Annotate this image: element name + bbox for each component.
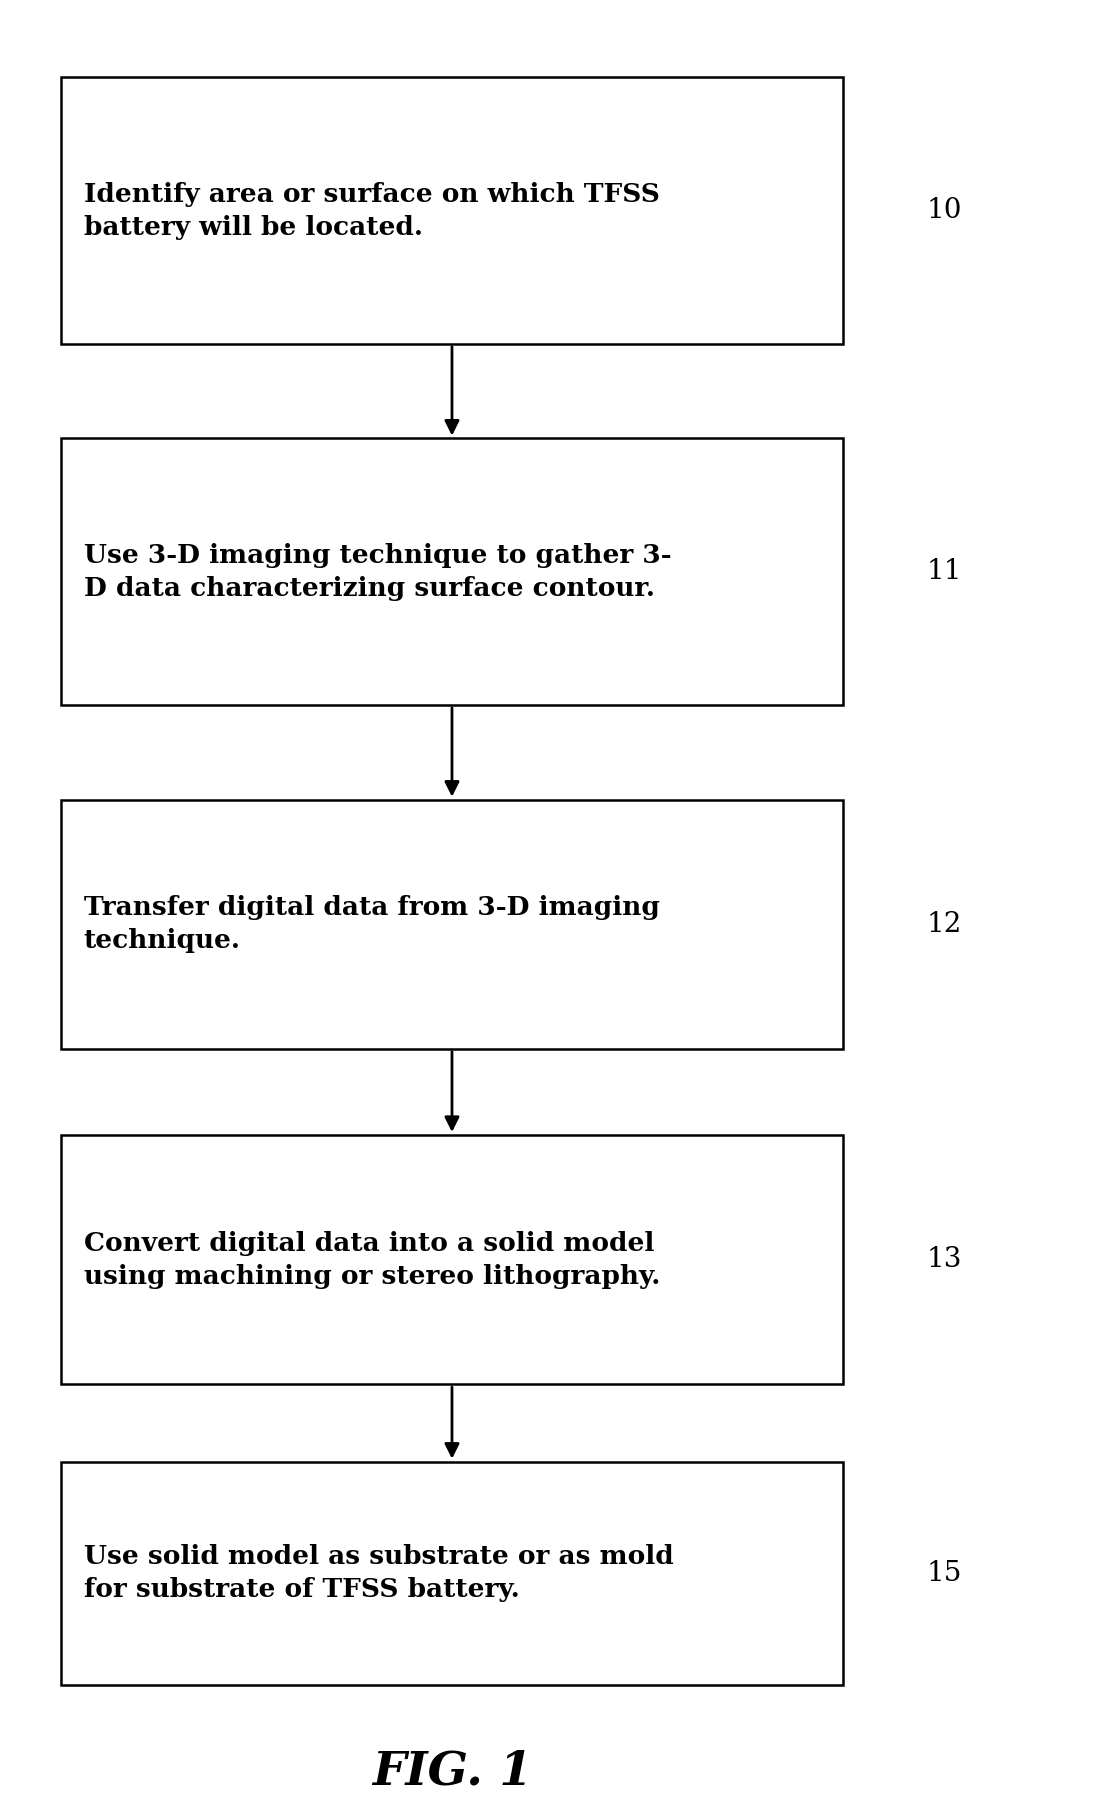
Text: Use 3-D imaging technique to gather 3-
D data characterizing surface contour.: Use 3-D imaging technique to gather 3- D… [84, 543, 672, 601]
Text: Convert digital data into a solid model
using machining or stereo lithography.: Convert digital data into a solid model … [84, 1231, 660, 1289]
Bar [61, 1462, 843, 1685]
Text: 10: 10 [926, 197, 962, 224]
Bar [61, 1135, 843, 1385]
Text: 15: 15 [926, 1560, 962, 1587]
Text: Use solid model as substrate or as mold
for substrate of TFSS battery.: Use solid model as substrate or as mold … [84, 1544, 673, 1602]
Text: 12: 12 [926, 910, 962, 938]
Bar [61, 78, 843, 344]
Text: 11: 11 [926, 557, 962, 585]
Bar [61, 800, 843, 1048]
Text: Transfer digital data from 3-D imaging
technique.: Transfer digital data from 3-D imaging t… [84, 896, 660, 954]
Text: FIG. 1: FIG. 1 [372, 1748, 532, 1794]
Text: 13: 13 [926, 1245, 962, 1272]
Bar [61, 438, 843, 706]
Text: Identify area or surface on which TFSS
battery will be located.: Identify area or surface on which TFSS b… [84, 181, 660, 239]
